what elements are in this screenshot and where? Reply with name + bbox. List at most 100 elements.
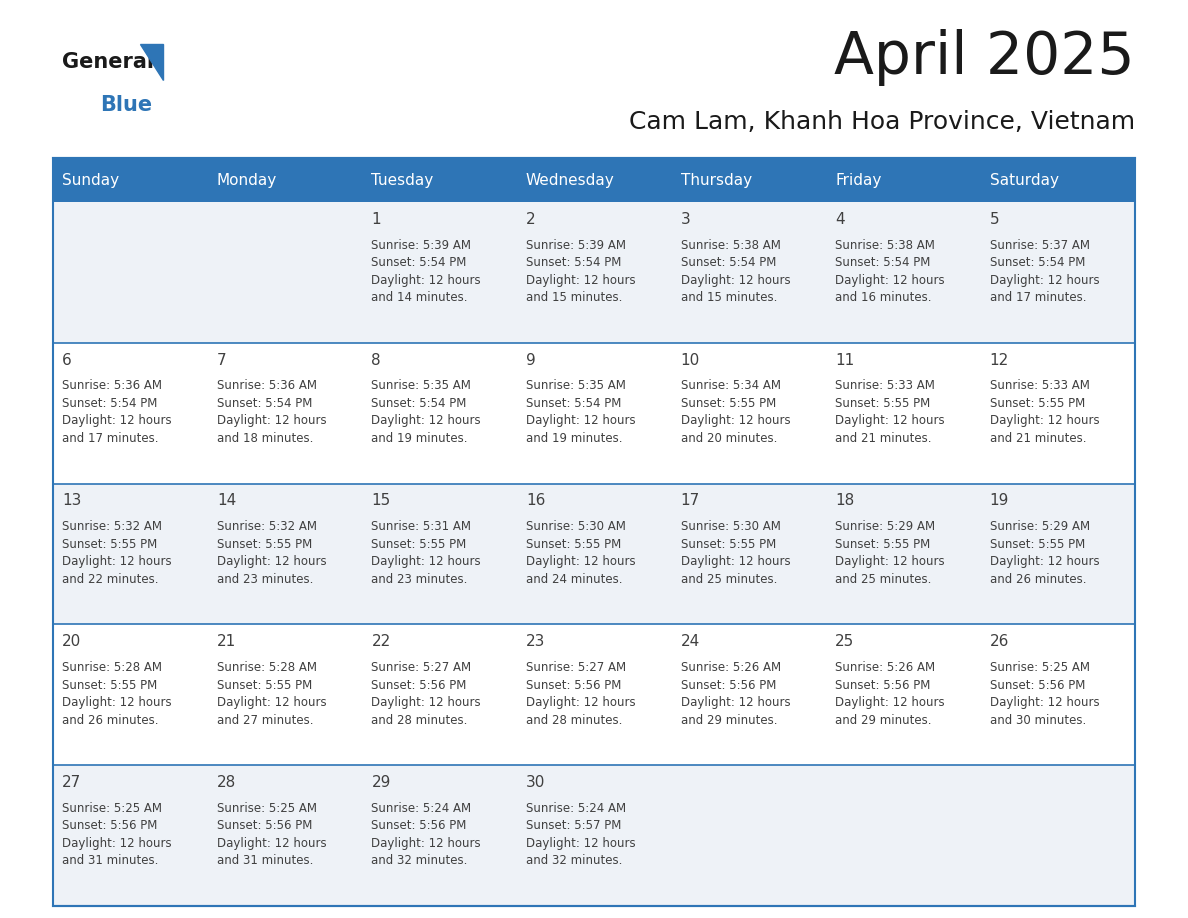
Bar: [671, 484, 826, 624]
Text: 7: 7: [217, 353, 227, 367]
Bar: [980, 342, 1135, 484]
Text: Sunrise: 5:25 AM
Sunset: 5:56 PM
Daylight: 12 hours
and 30 minutes.: Sunrise: 5:25 AM Sunset: 5:56 PM Dayligh…: [990, 661, 1099, 726]
Text: 9: 9: [526, 353, 536, 367]
Bar: [208, 202, 362, 342]
Bar: [362, 624, 517, 766]
Text: 11: 11: [835, 353, 854, 367]
Text: 5: 5: [990, 212, 999, 227]
Bar: [53, 624, 208, 766]
Text: 20: 20: [62, 634, 82, 649]
Text: 24: 24: [681, 634, 700, 649]
Bar: [826, 342, 980, 484]
Bar: [53, 158, 208, 202]
Bar: [826, 624, 980, 766]
Text: Sunrise: 5:30 AM
Sunset: 5:55 PM
Daylight: 12 hours
and 25 minutes.: Sunrise: 5:30 AM Sunset: 5:55 PM Dayligh…: [681, 521, 790, 586]
Bar: [980, 484, 1135, 624]
Text: Sunrise: 5:35 AM
Sunset: 5:54 PM
Daylight: 12 hours
and 19 minutes.: Sunrise: 5:35 AM Sunset: 5:54 PM Dayligh…: [526, 379, 636, 445]
Bar: [53, 202, 208, 342]
Bar: [362, 342, 517, 484]
Text: 18: 18: [835, 494, 854, 509]
Bar: [208, 624, 362, 766]
Text: 22: 22: [372, 634, 391, 649]
Text: Cam Lam, Khanh Hoa Province, Vietnam: Cam Lam, Khanh Hoa Province, Vietnam: [628, 110, 1135, 134]
Text: Sunrise: 5:29 AM
Sunset: 5:55 PM
Daylight: 12 hours
and 26 minutes.: Sunrise: 5:29 AM Sunset: 5:55 PM Dayligh…: [990, 521, 1099, 586]
Bar: [208, 158, 362, 202]
Bar: [826, 484, 980, 624]
Text: 10: 10: [681, 353, 700, 367]
Text: 16: 16: [526, 494, 545, 509]
Text: 3: 3: [681, 212, 690, 227]
Text: 30: 30: [526, 775, 545, 790]
Text: 26: 26: [990, 634, 1009, 649]
Text: Sunrise: 5:26 AM
Sunset: 5:56 PM
Daylight: 12 hours
and 29 minutes.: Sunrise: 5:26 AM Sunset: 5:56 PM Dayligh…: [681, 661, 790, 726]
Text: Sunrise: 5:30 AM
Sunset: 5:55 PM
Daylight: 12 hours
and 24 minutes.: Sunrise: 5:30 AM Sunset: 5:55 PM Dayligh…: [526, 521, 636, 586]
Bar: [362, 158, 517, 202]
Bar: [208, 766, 362, 906]
Bar: [980, 158, 1135, 202]
Text: Sunrise: 5:32 AM
Sunset: 5:55 PM
Daylight: 12 hours
and 22 minutes.: Sunrise: 5:32 AM Sunset: 5:55 PM Dayligh…: [62, 521, 172, 586]
Text: Wednesday: Wednesday: [526, 173, 614, 187]
Text: Thursday: Thursday: [681, 173, 752, 187]
Text: Sunrise: 5:35 AM
Sunset: 5:54 PM
Daylight: 12 hours
and 19 minutes.: Sunrise: 5:35 AM Sunset: 5:54 PM Dayligh…: [372, 379, 481, 445]
Text: Sunrise: 5:28 AM
Sunset: 5:55 PM
Daylight: 12 hours
and 27 minutes.: Sunrise: 5:28 AM Sunset: 5:55 PM Dayligh…: [217, 661, 327, 726]
Bar: [53, 484, 208, 624]
Text: Sunrise: 5:39 AM
Sunset: 5:54 PM
Daylight: 12 hours
and 15 minutes.: Sunrise: 5:39 AM Sunset: 5:54 PM Dayligh…: [526, 239, 636, 304]
Bar: [362, 202, 517, 342]
Text: 13: 13: [62, 494, 82, 509]
Bar: [208, 342, 362, 484]
Text: Sunrise: 5:32 AM
Sunset: 5:55 PM
Daylight: 12 hours
and 23 minutes.: Sunrise: 5:32 AM Sunset: 5:55 PM Dayligh…: [217, 521, 327, 586]
Text: 15: 15: [372, 494, 391, 509]
Bar: [980, 202, 1135, 342]
Text: Sunrise: 5:33 AM
Sunset: 5:55 PM
Daylight: 12 hours
and 21 minutes.: Sunrise: 5:33 AM Sunset: 5:55 PM Dayligh…: [835, 379, 944, 445]
Bar: [980, 624, 1135, 766]
Text: Sunrise: 5:25 AM
Sunset: 5:56 PM
Daylight: 12 hours
and 31 minutes.: Sunrise: 5:25 AM Sunset: 5:56 PM Dayligh…: [62, 801, 172, 868]
Text: 14: 14: [217, 494, 236, 509]
Text: 17: 17: [681, 494, 700, 509]
Text: Sunrise: 5:36 AM
Sunset: 5:54 PM
Daylight: 12 hours
and 17 minutes.: Sunrise: 5:36 AM Sunset: 5:54 PM Dayligh…: [62, 379, 172, 445]
Bar: [53, 158, 1135, 906]
Bar: [208, 484, 362, 624]
Text: Blue: Blue: [100, 95, 152, 115]
Bar: [671, 766, 826, 906]
Text: Sunrise: 5:29 AM
Sunset: 5:55 PM
Daylight: 12 hours
and 25 minutes.: Sunrise: 5:29 AM Sunset: 5:55 PM Dayligh…: [835, 521, 944, 586]
Text: Sunrise: 5:27 AM
Sunset: 5:56 PM
Daylight: 12 hours
and 28 minutes.: Sunrise: 5:27 AM Sunset: 5:56 PM Dayligh…: [526, 661, 636, 726]
Text: 21: 21: [217, 634, 236, 649]
Text: Sunrise: 5:36 AM
Sunset: 5:54 PM
Daylight: 12 hours
and 18 minutes.: Sunrise: 5:36 AM Sunset: 5:54 PM Dayligh…: [217, 379, 327, 445]
Bar: [53, 342, 208, 484]
Text: 2: 2: [526, 212, 536, 227]
Text: Sunrise: 5:24 AM
Sunset: 5:57 PM
Daylight: 12 hours
and 32 minutes.: Sunrise: 5:24 AM Sunset: 5:57 PM Dayligh…: [526, 801, 636, 868]
Text: April 2025: April 2025: [834, 29, 1135, 86]
Text: Saturday: Saturday: [990, 173, 1059, 187]
Text: 4: 4: [835, 212, 845, 227]
Text: Sunrise: 5:37 AM
Sunset: 5:54 PM
Daylight: 12 hours
and 17 minutes.: Sunrise: 5:37 AM Sunset: 5:54 PM Dayligh…: [990, 239, 1099, 304]
Bar: [362, 484, 517, 624]
Text: 27: 27: [62, 775, 82, 790]
Polygon shape: [140, 44, 163, 80]
Text: 25: 25: [835, 634, 854, 649]
Bar: [517, 484, 671, 624]
Text: 28: 28: [217, 775, 236, 790]
Bar: [53, 766, 208, 906]
Bar: [826, 202, 980, 342]
Bar: [517, 158, 671, 202]
Text: Sunrise: 5:24 AM
Sunset: 5:56 PM
Daylight: 12 hours
and 32 minutes.: Sunrise: 5:24 AM Sunset: 5:56 PM Dayligh…: [372, 801, 481, 868]
Bar: [826, 766, 980, 906]
Text: 8: 8: [372, 353, 381, 367]
Text: Sunday: Sunday: [62, 173, 120, 187]
Text: Monday: Monday: [217, 173, 277, 187]
Text: Sunrise: 5:25 AM
Sunset: 5:56 PM
Daylight: 12 hours
and 31 minutes.: Sunrise: 5:25 AM Sunset: 5:56 PM Dayligh…: [217, 801, 327, 868]
Text: Sunrise: 5:38 AM
Sunset: 5:54 PM
Daylight: 12 hours
and 15 minutes.: Sunrise: 5:38 AM Sunset: 5:54 PM Dayligh…: [681, 239, 790, 304]
Text: Tuesday: Tuesday: [372, 173, 434, 187]
Text: Sunrise: 5:39 AM
Sunset: 5:54 PM
Daylight: 12 hours
and 14 minutes.: Sunrise: 5:39 AM Sunset: 5:54 PM Dayligh…: [372, 239, 481, 304]
Bar: [671, 342, 826, 484]
Text: 1: 1: [372, 212, 381, 227]
Bar: [980, 766, 1135, 906]
Bar: [517, 624, 671, 766]
Text: Sunrise: 5:31 AM
Sunset: 5:55 PM
Daylight: 12 hours
and 23 minutes.: Sunrise: 5:31 AM Sunset: 5:55 PM Dayligh…: [372, 521, 481, 586]
Text: Sunrise: 5:33 AM
Sunset: 5:55 PM
Daylight: 12 hours
and 21 minutes.: Sunrise: 5:33 AM Sunset: 5:55 PM Dayligh…: [990, 379, 1099, 445]
Text: Sunrise: 5:38 AM
Sunset: 5:54 PM
Daylight: 12 hours
and 16 minutes.: Sunrise: 5:38 AM Sunset: 5:54 PM Dayligh…: [835, 239, 944, 304]
Text: Sunrise: 5:26 AM
Sunset: 5:56 PM
Daylight: 12 hours
and 29 minutes.: Sunrise: 5:26 AM Sunset: 5:56 PM Dayligh…: [835, 661, 944, 726]
Bar: [671, 158, 826, 202]
Bar: [362, 766, 517, 906]
Bar: [671, 624, 826, 766]
